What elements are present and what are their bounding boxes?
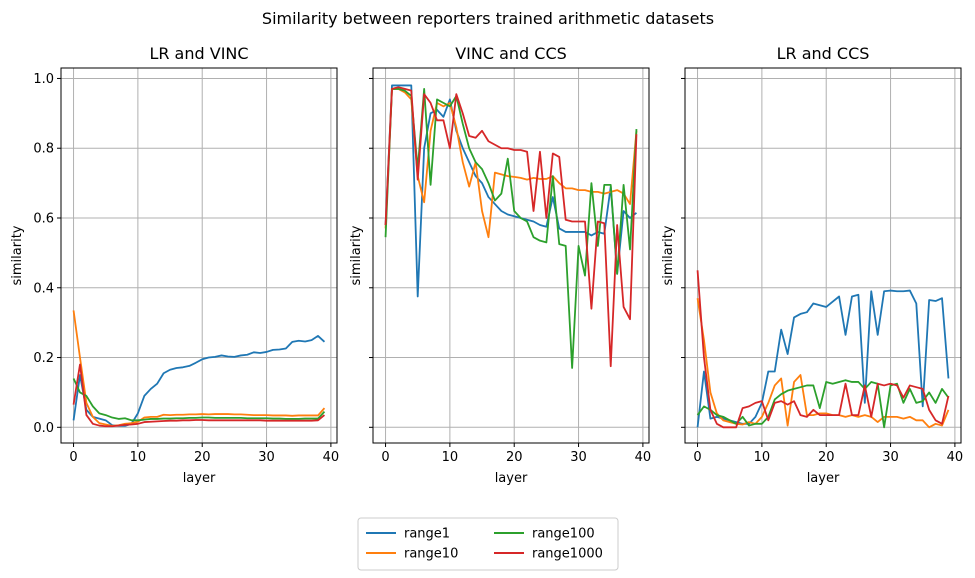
y-tick-label: 1.0 bbox=[33, 72, 54, 87]
subplot-title: VINC and CCS bbox=[455, 44, 567, 63]
y-tick-label: 0.2 bbox=[33, 351, 54, 366]
legend-label: range100 bbox=[532, 527, 595, 542]
series-line-range1000 bbox=[696, 270, 950, 429]
x-tick-label: 0 bbox=[69, 450, 77, 465]
series-line-range10 bbox=[696, 298, 950, 429]
x-tick-label: 20 bbox=[194, 450, 211, 465]
legend-entry-range1000: range1000 bbox=[494, 547, 603, 562]
x-tick-label: 20 bbox=[818, 450, 835, 465]
subplot-3: 0 10 20 30 40 LR and CCS layer similarity bbox=[661, 44, 963, 486]
x-tick-label: 20 bbox=[506, 450, 523, 465]
y-tick-label: 0.4 bbox=[33, 281, 54, 296]
x-tick-label: 10 bbox=[130, 450, 147, 465]
x-tick-label: 40 bbox=[947, 450, 964, 465]
figure-suptitle: Similarity between reporters trained ari… bbox=[262, 9, 714, 28]
subplot-2: 0 10 20 30 40 VINC and CCS layer similarity bbox=[349, 44, 651, 486]
axes-frame bbox=[684, 67, 962, 444]
x-tick-label: 0 bbox=[693, 450, 701, 465]
series-line-range10 bbox=[72, 310, 326, 427]
legend-entry-range10: range10 bbox=[366, 547, 458, 562]
y-axis-label: similarity bbox=[10, 225, 25, 285]
series-line-range100 bbox=[384, 88, 638, 369]
x-tick-label: 30 bbox=[258, 450, 275, 465]
x-axis-label: layer bbox=[495, 471, 528, 486]
series-line-range1 bbox=[696, 289, 950, 428]
legend-label: range1 bbox=[404, 527, 450, 542]
legend-entry-range100: range100 bbox=[494, 527, 595, 542]
series-line-range1000 bbox=[72, 363, 326, 428]
series-line-range1000 bbox=[384, 86, 638, 368]
subplot-title: LR and CCS bbox=[777, 44, 870, 63]
y-tick-label: 0.0 bbox=[33, 421, 54, 436]
series-line-range1 bbox=[72, 335, 326, 427]
subplot-panels: 0 10 20 30 40 0.0 0.2 0.4 0.6 0.8 1.0 LR and VINC la… bbox=[10, 44, 963, 486]
x-axis-label: layer bbox=[807, 471, 840, 486]
y-axis-label: similarity bbox=[661, 225, 676, 285]
legend-entry-range1: range1 bbox=[366, 527, 450, 542]
axes-frame bbox=[60, 67, 338, 444]
series-line-range100 bbox=[696, 379, 950, 429]
x-tick-label: 10 bbox=[754, 450, 771, 465]
x-tick-label: 0 bbox=[381, 450, 389, 465]
x-tick-label: 30 bbox=[570, 450, 587, 465]
axes-frame bbox=[372, 67, 650, 444]
x-tick-label: 40 bbox=[323, 450, 340, 465]
y-tick-label: 0.8 bbox=[33, 142, 54, 157]
x-tick-label: 30 bbox=[882, 450, 899, 465]
subplot-title: LR and VINC bbox=[149, 44, 248, 63]
legend-label: range10 bbox=[404, 547, 458, 562]
x-tick-label: 40 bbox=[635, 450, 652, 465]
x-tick-label: 10 bbox=[442, 450, 459, 465]
y-axis-label: similarity bbox=[349, 225, 364, 285]
subplot-1: 0 10 20 30 40 0.0 0.2 0.4 0.6 0.8 1.0 LR and VINC la… bbox=[10, 44, 339, 486]
legend-label: range1000 bbox=[532, 547, 603, 562]
y-tick-label: 0.6 bbox=[33, 212, 54, 227]
x-axis-label: layer bbox=[183, 471, 216, 486]
legend-frame bbox=[357, 517, 619, 571]
series-line-range10 bbox=[384, 88, 638, 239]
legend: range1 range10 range100 range1000 bbox=[357, 517, 619, 571]
series-line-range100 bbox=[72, 378, 326, 422]
